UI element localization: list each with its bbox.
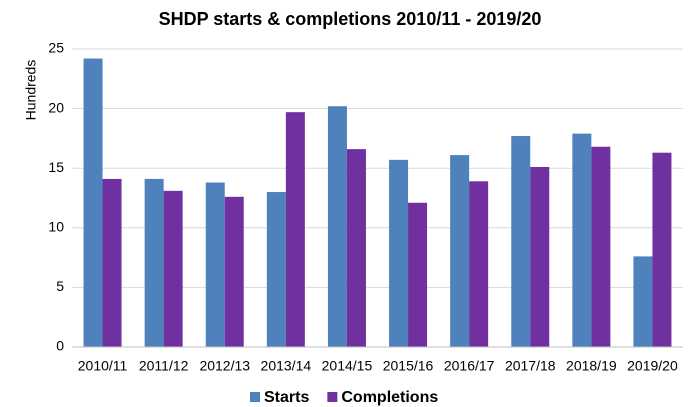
legend-label: Starts xyxy=(264,389,309,406)
y-tick-label: 5 xyxy=(56,278,64,294)
bar xyxy=(83,58,103,347)
y-tick-label: 20 xyxy=(48,99,64,115)
bar xyxy=(408,202,428,347)
bar xyxy=(346,149,366,347)
bar xyxy=(572,133,592,347)
y-tick-label: 10 xyxy=(48,219,64,235)
bar xyxy=(327,106,347,347)
bar xyxy=(144,178,164,347)
legend-swatch xyxy=(327,392,338,402)
x-tick-label: 2019/20 xyxy=(627,358,678,374)
bar xyxy=(469,181,489,347)
bar xyxy=(389,159,409,347)
x-tick-label: 2018/19 xyxy=(566,358,617,374)
x-tick-label: 2013/14 xyxy=(261,358,312,374)
legend-swatch xyxy=(250,392,260,402)
legend-label: Completions xyxy=(341,389,438,406)
bar xyxy=(530,167,550,347)
bar xyxy=(511,136,531,347)
bar xyxy=(205,182,225,347)
x-tick-label: 2016/17 xyxy=(444,358,495,374)
x-tick-label: 2017/18 xyxy=(505,358,556,374)
x-tick-label: 2012/13 xyxy=(199,358,250,374)
y-tick-label: 0 xyxy=(56,338,64,354)
y-axis-label: Hundreds xyxy=(23,60,39,121)
bar xyxy=(633,256,653,347)
y-tick-label: 25 xyxy=(48,40,64,56)
bar xyxy=(591,146,611,347)
x-tick-label: 2015/16 xyxy=(383,358,434,374)
x-tick-label: 2011/12 xyxy=(139,358,189,374)
bar xyxy=(266,192,286,347)
bar xyxy=(450,155,470,347)
bar xyxy=(652,152,672,347)
chart-title: SHDP starts & completions 2010/11 - 2019… xyxy=(159,9,542,29)
x-tick-label: 2010/11 xyxy=(78,358,128,374)
y-tick-label: 15 xyxy=(48,159,64,175)
x-tick-label: 2014/15 xyxy=(322,358,373,374)
bar xyxy=(224,196,244,347)
bar xyxy=(102,178,122,347)
bar xyxy=(163,190,183,347)
bar xyxy=(285,112,305,348)
